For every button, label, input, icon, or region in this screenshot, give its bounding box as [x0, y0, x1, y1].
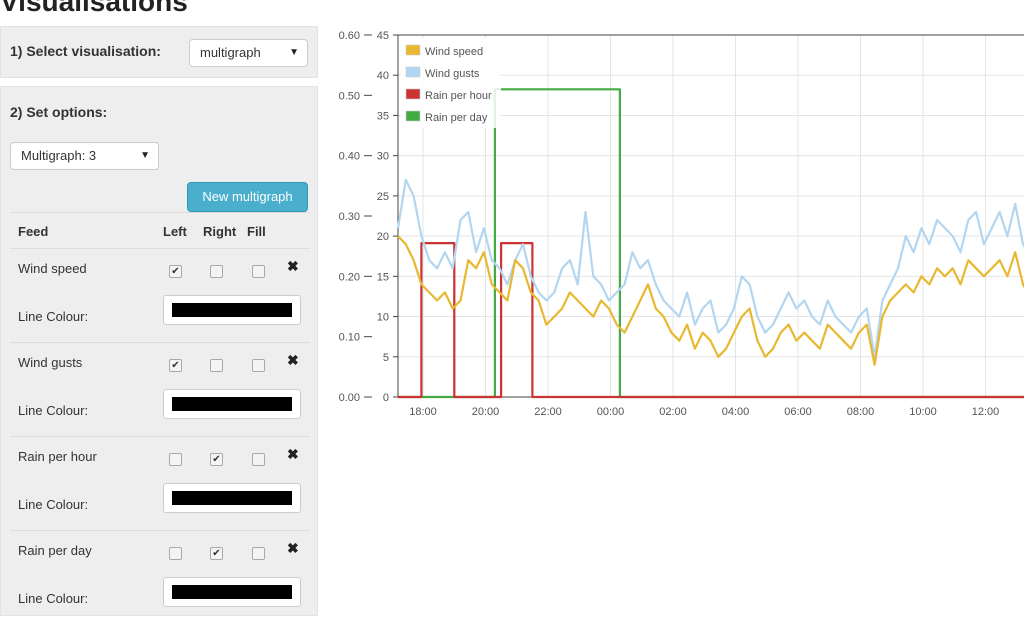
y-right-tick-label: 0.10 — [339, 332, 360, 344]
colour-swatch — [172, 491, 292, 505]
fill-checkbox[interactable] — [252, 265, 265, 278]
delete-feed-icon[interactable]: ✖ — [287, 446, 299, 462]
colour-swatch — [172, 585, 292, 599]
page-title: Visualisations — [0, 0, 188, 17]
line-colour-label: Line Colour: — [18, 403, 89, 418]
legend-swatch — [405, 66, 421, 78]
x-tick-label: 02:00 — [659, 406, 687, 418]
y-left-tick-label: 10 — [377, 312, 389, 324]
right-axis-checkbox[interactable] — [210, 359, 223, 372]
line-colour-input[interactable] — [163, 295, 301, 325]
left-axis-checkbox[interactable]: ✔ — [169, 265, 182, 278]
x-tick-label: 08:00 — [847, 406, 875, 418]
legend-label: Wind speed — [425, 46, 483, 58]
x-tick-label: 20:00 — [472, 406, 500, 418]
line-colour-input[interactable] — [163, 389, 301, 419]
feed-row: Wind speed ✔ ✖ Line Colour: — [10, 248, 310, 343]
multigraph-select-value: Multigraph: 3 — [21, 148, 97, 163]
x-tick-label: 22:00 — [534, 406, 562, 418]
colour-swatch — [172, 397, 292, 411]
fill-checkbox[interactable] — [252, 359, 265, 372]
sidebar: 1) Select visualisation: multigraph ▼ 2)… — [0, 26, 318, 616]
legend-label: Rain per hour — [425, 90, 492, 102]
plot-area — [398, 35, 1024, 397]
y-left-tick-label: 0 — [383, 392, 389, 404]
feed-name: Wind speed — [18, 261, 87, 276]
visualisation-select-value: multigraph — [200, 45, 261, 60]
y-right-tick-label: 0.50 — [339, 90, 360, 102]
visualisation-select[interactable]: multigraph ▼ — [189, 39, 308, 67]
chevron-down-icon: ▼ — [289, 47, 299, 58]
right-axis-checkbox[interactable] — [210, 265, 223, 278]
legend-swatch — [405, 88, 421, 100]
fill-checkbox[interactable] — [252, 547, 265, 560]
new-multigraph-button[interactable]: New multigraph — [187, 182, 308, 212]
select-visualisation-panel: 1) Select visualisation: multigraph ▼ — [0, 26, 318, 78]
line-colour-input[interactable] — [163, 483, 301, 513]
select-visualisation-label: 1) Select visualisation: — [10, 43, 161, 59]
feed-name: Rain per hour — [18, 449, 97, 464]
chevron-down-icon: ▼ — [140, 150, 150, 161]
line-colour-input[interactable] — [163, 577, 301, 607]
series-line — [396, 178, 1024, 358]
line-colour-label: Line Colour: — [18, 309, 89, 324]
feed-table-header: Feed Left Right Fill — [10, 212, 310, 249]
multigraph-chart: 0 5 10 15 20 25 30 35 40 45 0.00 0.10 0.20 0.30 0.40 0.… — [330, 26, 1024, 426]
y-left-tick-label: 40 — [377, 70, 389, 82]
legend-label: Wind gusts — [425, 68, 480, 80]
y-right-tick-label: 0.00 — [339, 392, 360, 404]
line-colour-label: Line Colour: — [18, 591, 89, 606]
y-right-tick-label: 0.60 — [339, 30, 360, 42]
series-line — [398, 242, 1024, 399]
fill-column-header: Fill — [247, 224, 266, 239]
y-left-tick-label: 20 — [377, 231, 389, 243]
x-tick-label: 10:00 — [909, 406, 937, 418]
right-axis-checkbox[interactable]: ✔ — [210, 547, 223, 560]
y-left-tick-label: 5 — [383, 352, 389, 364]
y-left-tick-label: 25 — [377, 191, 389, 203]
x-tick-label: 18:00 — [409, 406, 437, 418]
y-left-tick-label: 35 — [377, 110, 389, 122]
x-tick-label: 00:00 — [597, 406, 625, 418]
left-axis-checkbox[interactable] — [169, 547, 182, 560]
y-left-tick-label: 30 — [377, 151, 389, 163]
feed-row: Rain per day ✔ ✖ Line Colour: — [10, 530, 310, 625]
colour-swatch — [172, 303, 292, 317]
legend-swatch — [405, 110, 421, 122]
delete-feed-icon[interactable]: ✖ — [287, 352, 299, 368]
set-options-label: 2) Set options: — [10, 104, 108, 120]
line-colour-label: Line Colour: — [18, 497, 89, 512]
delete-feed-icon[interactable]: ✖ — [287, 258, 299, 274]
chart-svg: 0 5 10 15 20 25 30 35 40 45 0.00 0.10 0.20 0.30 0.40 0.… — [339, 30, 1024, 418]
y-left-tick-label: 15 — [377, 271, 389, 283]
x-tick-label: 04:00 — [722, 406, 750, 418]
feed-name: Rain per day — [18, 543, 92, 558]
right-axis-checkbox[interactable]: ✔ — [210, 453, 223, 466]
x-tick-label: 12:00 — [972, 406, 1000, 418]
left-axis-checkbox[interactable] — [169, 453, 182, 466]
left-column-header: Left — [163, 224, 187, 239]
feed-row: Wind gusts ✔ ✖ Line Colour: — [10, 342, 310, 437]
left-axis-checkbox[interactable]: ✔ — [169, 359, 182, 372]
legend-label: Rain per day — [425, 112, 488, 124]
delete-feed-icon[interactable]: ✖ — [287, 540, 299, 556]
series-line — [397, 235, 1024, 366]
right-column-header: Right — [203, 224, 237, 239]
multigraph-select[interactable]: Multigraph: 3 ▼ — [10, 142, 159, 170]
y-right-tick-label: 0.20 — [339, 271, 360, 283]
feed-row: Rain per hour ✔ ✖ Line Colour: — [10, 436, 310, 531]
y-right-tick-label: 0.30 — [339, 211, 360, 223]
set-options-panel: 2) Set options: Multigraph: 3 ▼ New mult… — [0, 86, 318, 616]
legend-swatch — [405, 44, 421, 56]
y-left-tick-label: 45 — [377, 30, 389, 42]
feed-column-header: Feed — [18, 224, 49, 239]
x-tick-label: 06:00 — [784, 406, 812, 418]
fill-checkbox[interactable] — [252, 453, 265, 466]
feed-name: Wind gusts — [18, 355, 83, 370]
y-right-tick-label: 0.40 — [339, 151, 360, 163]
